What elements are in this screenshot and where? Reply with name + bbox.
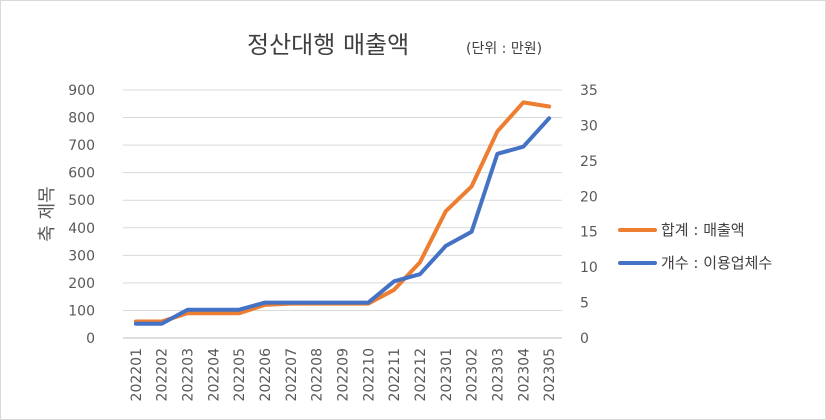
x-axis-tick-label: 202303 [490,348,506,401]
left-axis-tick-label: 700 [68,138,95,154]
right-axis-tick-label: 15 [580,225,598,241]
x-axis-tick-label: 202202 [155,348,171,401]
y-axis-title: 축 제목 [37,186,58,241]
x-axis-tick-label: 202206 [258,348,274,402]
right-axis-tick-label: 20 [580,189,598,205]
x-axis-tick-label: 202203 [181,348,197,401]
left-axis-ticks: 0 100 200 300 400 500 600 700 800 900 [68,83,95,347]
x-axis-tick-label: 202301 [439,348,455,401]
x-axis-tick-label: 202302 [465,348,481,401]
left-axis-tick-label: 200 [68,276,95,292]
x-axis-tick-label: 202205 [232,348,248,401]
right-axis-tick-label: 25 [580,154,598,170]
series-line-count [133,116,552,326]
left-axis-tick-label: 100 [68,303,95,319]
x-axis-tick-label: 202207 [284,348,300,401]
series-line-sales [133,100,552,324]
x-axis-tick-label: 202211 [387,348,403,401]
left-axis-tick-label: 800 [68,111,95,127]
right-axis-ticks: 0 5 10 15 20 25 30 35 [580,83,598,347]
right-axis-tick-label: 10 [580,260,598,276]
right-axis-tick-label: 30 [580,118,598,134]
chart-title-unit: (단위 : 만원) [466,41,542,57]
series-lines [133,100,552,326]
legend-label-sales: 합계 : 매출액 [661,221,745,239]
x-axis-tick-label: 202209 [336,348,352,401]
legend-label-count: 개수 : 이용업체수 [661,254,772,272]
left-axis-tick-label: 300 [68,248,95,264]
x-axis-tick-label: 202204 [206,348,222,402]
x-axis-tick-label: 202208 [310,348,326,401]
x-axis-tick-label: 202212 [413,348,429,401]
right-axis-tick-label: 35 [580,83,598,99]
x-axis-tick-label: 202304 [516,348,532,402]
left-axis-tick-label: 900 [68,83,95,99]
left-axis-tick-label: 400 [68,221,95,237]
x-axis-tick-label: 202210 [361,348,377,401]
x-axis-tick-label: 202201 [129,348,145,401]
chart-title: 정산대행 매출액 [247,31,409,59]
left-axis-tick-label: 500 [68,193,95,209]
x-axis-tick-label: 202305 [542,348,558,401]
x-axis-ticks: 202201 202202 202203 202204 202205 202206 2022… [129,348,558,402]
right-axis-tick-label: 0 [580,331,589,347]
left-axis-tick-label: 0 [86,331,95,347]
right-axis-tick-label: 5 [580,296,589,312]
left-axis-tick-label: 600 [68,166,95,182]
